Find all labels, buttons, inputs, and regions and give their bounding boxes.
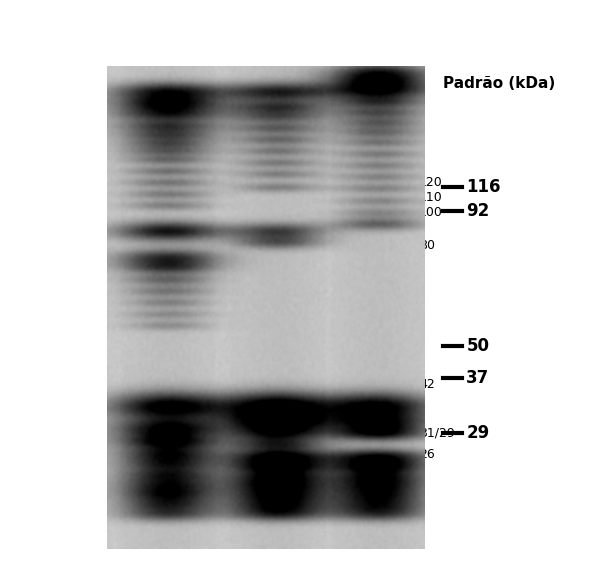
Text: 34: 34: [127, 392, 143, 406]
Text: Padrão (kDa): Padrão (kDa): [443, 76, 556, 90]
Text: 116: 116: [466, 178, 501, 196]
Text: 95: 95: [126, 184, 143, 197]
Text: 42: 42: [419, 378, 435, 391]
Text: 88: 88: [126, 199, 143, 212]
Text: 0-2 h: 0-2 h: [271, 93, 311, 108]
Text: 120: 120: [419, 176, 443, 189]
Text: 110: 110: [419, 191, 443, 204]
Text: 29: 29: [466, 424, 489, 442]
Text: Em: Em: [357, 78, 382, 93]
Text: 60: 60: [126, 281, 143, 294]
Text: 37: 37: [466, 369, 489, 387]
Text: 50: 50: [466, 337, 489, 355]
Text: 2-5 h: 2-5 h: [350, 93, 389, 108]
Text: 67/68: 67/68: [106, 264, 143, 276]
Text: 26: 26: [419, 448, 435, 460]
Text: 92: 92: [466, 202, 489, 220]
Text: 100: 100: [419, 206, 443, 219]
Text: 80: 80: [419, 239, 435, 252]
Text: 31/29: 31/29: [419, 426, 454, 439]
Text: Ov: Ov: [196, 78, 217, 93]
Text: Em: Em: [279, 78, 304, 93]
